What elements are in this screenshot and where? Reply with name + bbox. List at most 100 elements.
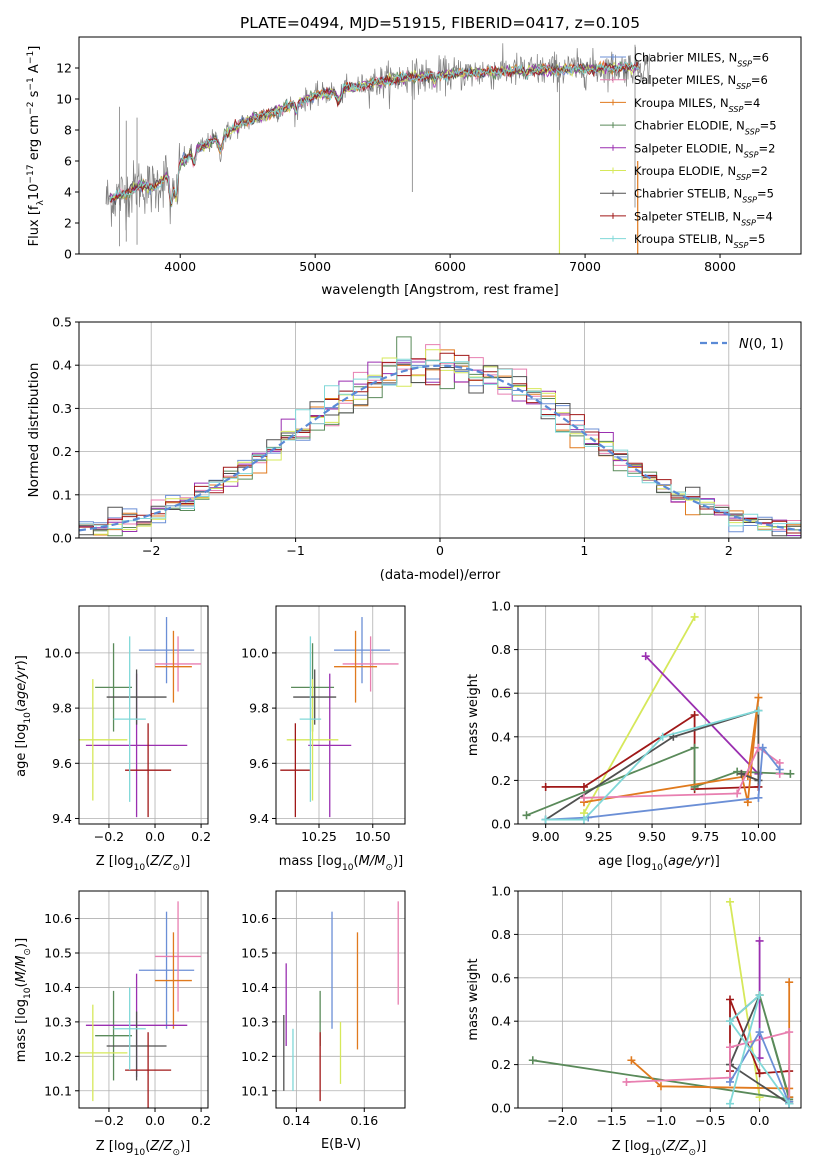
normal-curve [79,364,801,532]
y-tick-label: 0.8 [491,642,511,657]
y-axis-label: mass weight [466,674,481,756]
points [79,617,202,818]
x-tick-label: 6000 [434,259,466,274]
y-tick-label: 10.6 [44,911,72,926]
y-axis-label: mass weight [466,958,481,1040]
legend-label-salpeter-elodie: Salpeter ELODIE, NSSP=2 [634,141,775,159]
y-tick-label: 10.5 [44,946,72,961]
marker-kroupa-stelib [658,732,667,741]
marker-chabrier-stelib [754,776,763,785]
legend-label-salpeter-miles: Salpeter MILES, NSSP=6 [634,73,768,91]
marker-kroupa-miles [627,1056,636,1065]
x-tick-label: −0.2 [94,829,124,844]
panel-age_vs_Z: −0.2 0.0 0.2 9.4 9.6 9.8 10.0 Z [log10(Z/Z⊙)] ag… [14,605,211,873]
x-tick-label: −1.5 [596,1113,626,1128]
marker-salpeter-stelib [726,995,735,1004]
axes-frame [517,890,802,1109]
legend-label-chabrier-miles: Chabrier MILES, NSSP=6 [634,51,769,69]
x-tick-label: 0.2 [191,1113,211,1128]
y-tick-label: 9.4 [249,811,269,826]
series [522,612,795,824]
x-tick-label: 9.50 [638,829,666,844]
y-tick-label: 0.2 [491,1057,511,1072]
x-tick-label: 5000 [299,259,331,274]
marker-chabrier-elodie [690,743,699,752]
x-axis-label: Z [log10(Z/Z⊙)] [96,1139,191,1158]
marker-kroupa-elodie [690,612,699,621]
panel-spectrum: 4000 5000 6000 7000 8000 0 2 4 6 8 10 12 wavelength … [26,36,802,298]
points [79,901,202,1108]
series-salpeter-elodie [645,655,760,775]
y-tick-label: 9.6 [249,756,269,771]
y-tick-label: 9.8 [249,701,269,716]
marker-kroupa-miles [785,978,794,987]
x-axis-label: age [log10(age/yr)] [598,854,720,873]
series-kroupa-elodie [583,616,696,814]
x-tick-label: −1.0 [646,1113,676,1128]
model-fit-kroupa-stelib [109,61,640,204]
y-tick-label: 9.6 [52,756,72,771]
marker-salpeter-elodie [755,936,764,945]
legend-label-salpeter-stelib: Salpeter STELIB, NSSP=4 [634,209,773,227]
marker-chabrier-miles [755,1028,764,1037]
axes-frame [275,890,406,1109]
y-axis-label: mass [log10(M/M⊙)] [14,938,33,1062]
y-tick-label: 0.4 [491,729,511,744]
marker-salpeter-stelib [541,782,550,791]
x-tick-label: 10.50 [355,829,391,844]
x-tick-label: 0.16 [350,1113,378,1128]
x-axis-label: mass [log10(M/M⊙)] [279,854,403,873]
grid [276,606,405,824]
y-tick-label: 10 [56,92,72,107]
x-axis-label: (data-model)/error [380,568,501,583]
x-tick-label: 10.00 [741,829,777,844]
legend-label-kroupa-stelib: Kroupa STELIB, NSSP=5 [634,232,765,250]
y-tick-label: 0 [64,247,72,262]
y-tick-label: 0.0 [491,1101,511,1116]
hist-kroupa-stelib [79,358,801,531]
legend-label-normal: N(0, 1) [739,337,784,352]
y-tick-label: 10.2 [44,1049,72,1064]
y-tick-label: 0.6 [491,686,511,701]
panel-mass_vs_EBV: 0.14 0.16 10.1 10.2 10.3 10.4 10.5 10.6 E(B-V) [241,890,406,1152]
legend-label-chabrier-elodie: Chabrier ELODIE, NSSP=5 [634,119,777,137]
marker-salpeter-stelib [755,1069,764,1078]
y-axis-label: age [log10(age/yr)] [14,655,33,777]
legend-label-chabrier-stelib: Chabrier STELIB, NSSP=5 [634,187,774,205]
y-axis-label: Normed distribution [26,363,42,498]
y-tick-label: 10.1 [44,1083,72,1098]
y-tick-label: 6 [64,154,72,169]
x-tick-label: −0.2 [94,1113,124,1128]
panel-weight_vs_age: 9.00 9.25 9.50 9.75 10.00 0.0 0.2 0.4 0.6 0.8 1.0 m… [466,599,802,873]
marker-salpeter-stelib [690,711,699,719]
y-tick-label: 0.4 [491,1014,511,1029]
y-tick-label: 10.3 [241,1014,269,1029]
axes-frame [78,605,209,825]
x-tick-label: 9.75 [691,829,719,844]
x-tick-label: 8000 [704,259,736,274]
x-tick-label: 0.0 [750,1113,770,1128]
series-kroupa-stelib [545,709,759,821]
series-kroupa-miles [583,697,760,804]
x-tick-label: 10.25 [301,829,337,844]
y-tick-label: 12 [56,61,72,76]
marker-salpeter-stelib [579,782,588,791]
x-tick-label: 7000 [569,259,601,274]
y-tick-label: 1.0 [491,884,511,899]
panel-weight_vs_Z: −2.0 −1.5 −1.0 −0.5 0.0 0.0 0.2 0.4 0.6 0.8 1.0 mas… [466,884,802,1158]
x-tick-label: −2 [142,543,160,558]
y-tick-label: 0.0 [52,531,72,546]
x-tick-label: 9.25 [585,829,613,844]
histograms [79,336,801,537]
y-tick-label: 1.0 [491,599,511,614]
hist-salpeter-stelib [79,352,801,534]
legend-label-kroupa-elodie: Kroupa ELODIE, NSSP=2 [634,164,768,182]
y-tick-label: 10.3 [44,1014,72,1029]
axes-frame [275,605,406,825]
figure-title: PLATE=0494, MJD=51915, FIBERID=0417, z=0… [240,14,640,32]
grid [79,891,208,1108]
marker-chabrier-miles [775,765,784,774]
axes-frame [78,36,802,255]
marker-chabrier-miles [754,793,763,802]
points [283,901,399,1102]
